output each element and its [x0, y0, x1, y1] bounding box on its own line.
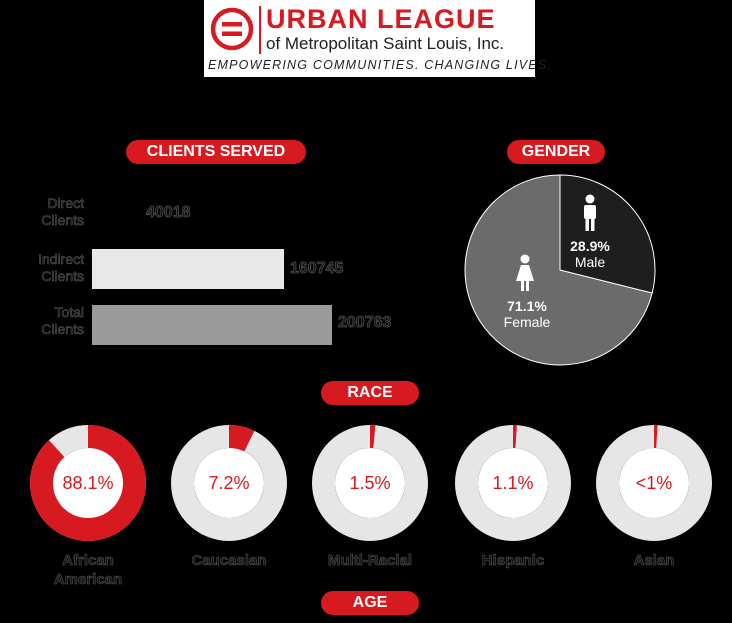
row-label-line: Total: [54, 304, 84, 321]
logo-subtitle: of Metropolitan Saint Louis, Inc.: [266, 34, 505, 53]
race-label-line: Hispanic: [481, 552, 545, 570]
race-label-caucasian: Caucasian: [159, 551, 299, 570]
row-label-line: Clients: [41, 212, 84, 229]
race-heading: RACE: [321, 381, 419, 405]
gender-pie-svg: [464, 174, 656, 366]
donut-svg: [596, 425, 712, 541]
row-label-line: Indirect: [38, 251, 85, 268]
donut-value: 88.1%: [62, 473, 114, 493]
donut-multi-racial: 1.5%: [312, 425, 428, 541]
pie-value-female: 71.1%: [507, 298, 547, 314]
donut-asian: <1%: [596, 425, 712, 541]
donut-hole: [619, 448, 689, 518]
race-label-african-american: African American: [18, 551, 158, 589]
race-label-line: African: [62, 552, 114, 570]
bar-value-indirect: 160745: [290, 260, 344, 278]
row-label-total: Total Clients: [32, 304, 84, 338]
donut-arc: [171, 425, 287, 541]
logo-tagline: EMPOWERING COMMUNITIES. CHANGING LIVES.: [208, 58, 553, 72]
age-heading: AGE: [321, 591, 419, 615]
race-label-hispanic: Hispanic: [443, 551, 583, 570]
donut-african-american: 88.1%: [30, 425, 146, 541]
logo-title: URBAN LEAGUE: [266, 4, 496, 34]
race-label-multi-racial: Multi-Racial: [300, 551, 440, 570]
donut-value: 1.5%: [349, 473, 391, 493]
logo-divider: [259, 6, 261, 54]
donut-hole: [335, 448, 405, 518]
pie-name-female: Female: [503, 314, 551, 330]
donut-svg: [312, 425, 428, 541]
gender-heading: GENDER: [507, 140, 605, 164]
row-label-indirect: Indirect Clients: [32, 251, 85, 285]
race-label-line: Asian: [633, 552, 675, 570]
donut-value: 7.2%: [208, 473, 250, 493]
donut-arc: [596, 425, 712, 541]
pie-label-female: 71.1% Female: [498, 298, 556, 330]
donut-arc: [30, 425, 146, 541]
bar-total-clients: [92, 305, 332, 345]
donut-hole: [53, 448, 123, 518]
female-figure-icon: [516, 254, 534, 291]
donut-hole: [478, 448, 548, 518]
race-label-line: Multi-Racial: [327, 552, 413, 570]
donut-svg: [30, 425, 146, 541]
donut-hispanic: 1.1%: [455, 425, 571, 541]
bar-indirect-clients: [92, 249, 284, 289]
pie-value-male: 28.9%: [570, 238, 610, 254]
donut-svg: [455, 425, 571, 541]
gender-pie-chart: 28.9% Male 71.1% Female: [460, 170, 660, 370]
bar-value-total: 200763: [338, 314, 392, 332]
donut-value: 1.1%: [492, 473, 534, 493]
row-label-line: Clients: [41, 321, 84, 338]
race-label-line: American: [53, 571, 123, 589]
logo: URBAN LEAGUE of Metropolitan Saint Louis…: [204, 0, 553, 77]
pie-slice-female: [464, 174, 653, 366]
donut-hole: [194, 448, 264, 518]
donut-arc: [312, 425, 428, 541]
bar-direct-clients: [92, 193, 140, 233]
row-label-line: Direct: [47, 195, 84, 212]
row-label-line: Clients: [41, 268, 84, 285]
donut-value: <1%: [635, 473, 673, 493]
race-label-line: Caucasian: [191, 552, 267, 570]
race-label-asian: Asian: [584, 551, 724, 570]
row-label-direct: Direct Clients: [32, 195, 84, 229]
donut-arc: [455, 425, 571, 541]
pie-slice-male: [559, 174, 656, 294]
donut-caucasian: 7.2%: [171, 425, 287, 541]
donut-svg: [171, 425, 287, 541]
clients-served-heading: CLIENTS SERVED: [126, 140, 306, 164]
pie-label-male: 28.9% Male: [567, 238, 613, 270]
urban-league-logo-icon: [210, 7, 254, 51]
male-figure-icon: [584, 194, 596, 231]
pie-name-male: Male: [574, 254, 606, 270]
bar-value-direct: 40018: [146, 204, 191, 222]
